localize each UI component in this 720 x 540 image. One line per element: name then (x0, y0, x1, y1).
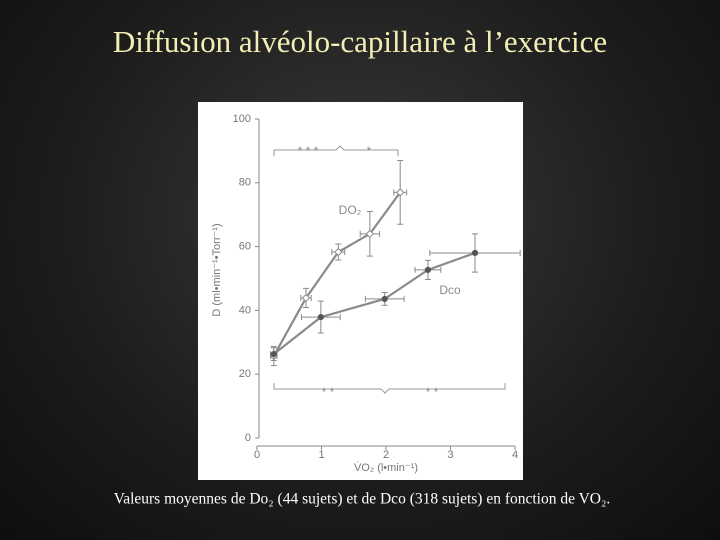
data-point (424, 266, 432, 273)
significance-annotation: * * * (298, 144, 319, 158)
series-label: Dco (439, 283, 461, 297)
data-point (395, 188, 405, 197)
significance-brackets (273, 145, 506, 394)
x-tick-label: 3 (447, 449, 453, 461)
data-point (365, 229, 375, 239)
slide-title: Diffusion alvéolo-capillaire à l’exercic… (113, 24, 607, 59)
y-tick-label: 0 (245, 432, 251, 444)
data-point (381, 295, 388, 303)
bottom-bracket (273, 383, 506, 394)
y-tick-label: 40 (239, 304, 251, 316)
significance-annotation: * * (322, 385, 335, 399)
data-point (270, 351, 277, 358)
data-point (301, 293, 311, 303)
y-tick-label: 80 (239, 177, 251, 189)
chart-panel (198, 102, 523, 480)
data-point (317, 313, 324, 321)
y-tick-label: 60 (239, 241, 251, 253)
top-bracket (273, 145, 399, 156)
y-tick-label: 100 (233, 113, 251, 125)
x-axis-label: V̇O₂ (l•min⁻¹) (354, 461, 418, 474)
x-tick-label: 2 (383, 449, 389, 461)
y-axis-label: D (ml•min⁻¹•Torr⁻¹) (211, 223, 223, 316)
x-tick-label: 1 (318, 449, 324, 461)
x-tick-label: 4 (512, 449, 518, 461)
data-point (471, 249, 479, 257)
series-label: DO₂ (339, 203, 362, 217)
x-tick-label: 0 (254, 449, 260, 461)
data-point (334, 247, 343, 257)
significance-annotation: * (367, 144, 372, 158)
significance-annotation: * * (426, 385, 439, 399)
caption: Valeurs moyennes de Do₂ (44 sujets) et d… (114, 491, 611, 508)
y-tick-label: 20 (239, 368, 251, 380)
